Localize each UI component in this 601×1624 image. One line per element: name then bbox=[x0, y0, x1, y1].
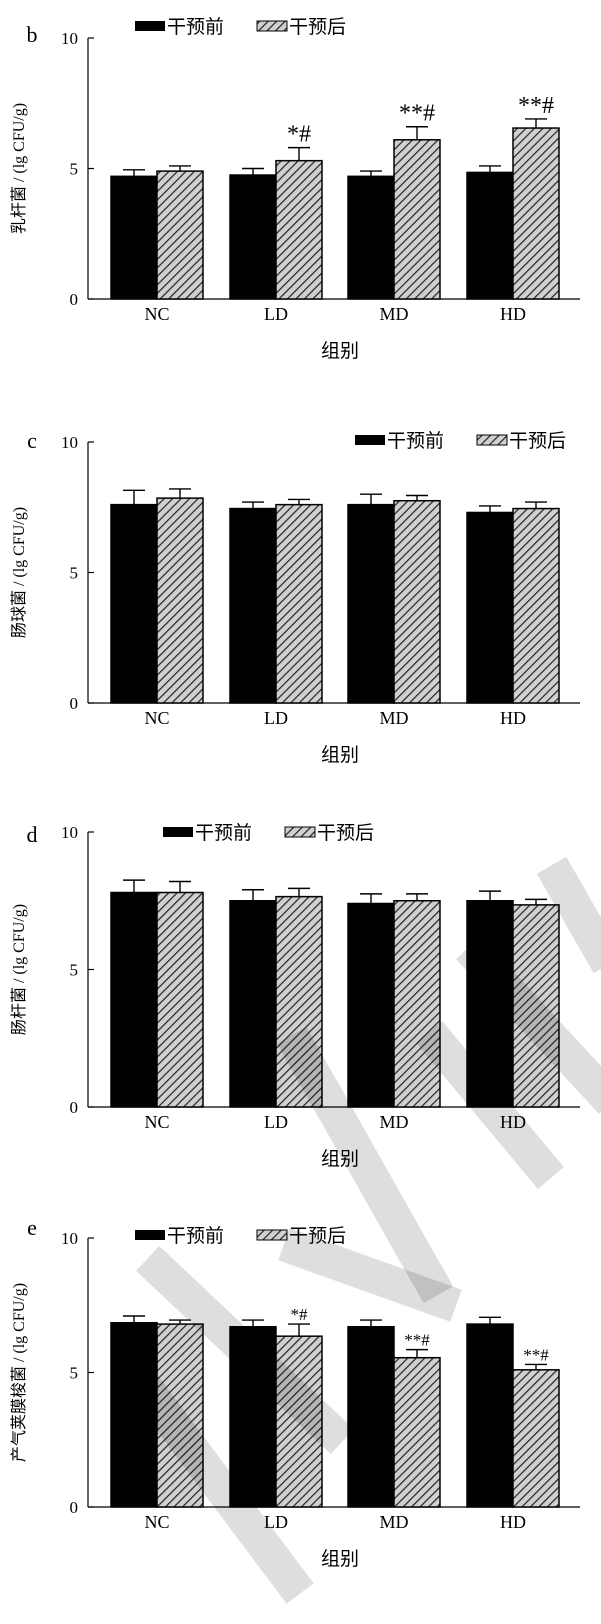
y-tick-label: 0 bbox=[70, 694, 79, 713]
x-tick-label: LD bbox=[264, 1112, 288, 1132]
y-tick-label: 5 bbox=[70, 564, 79, 583]
panel-letter: c bbox=[27, 428, 37, 453]
x-tick-label: LD bbox=[264, 1512, 288, 1532]
bar-before bbox=[347, 902, 395, 1108]
legend-swatch-before bbox=[355, 435, 385, 445]
bar-before bbox=[110, 175, 158, 300]
bar-after bbox=[156, 497, 204, 704]
legend-swatch-after bbox=[256, 1229, 288, 1241]
y-tick-label: 10 bbox=[61, 1229, 78, 1248]
bar-before bbox=[229, 507, 277, 704]
legend-label-before: 干预前 bbox=[167, 1225, 224, 1247]
bar-after bbox=[512, 904, 560, 1108]
bar-after bbox=[393, 900, 441, 1108]
legend-swatch-after bbox=[284, 826, 316, 838]
significance-label: **# bbox=[404, 1331, 430, 1350]
legend-swatch-before bbox=[135, 21, 165, 31]
bar-before bbox=[347, 175, 395, 300]
bar-before bbox=[347, 1326, 395, 1508]
x-tick-label: MD bbox=[379, 1512, 408, 1532]
panel-letter: d bbox=[27, 822, 38, 847]
y-axis-label: 肠球菌 / (lg CFU/g) bbox=[10, 507, 28, 638]
x-tick-label: NC bbox=[144, 708, 169, 728]
y-axis-label: 乳杆菌 / (lg CFU/g) bbox=[10, 103, 28, 234]
bar-before bbox=[110, 503, 158, 704]
y-tick-label: 5 bbox=[70, 961, 79, 980]
bar-before bbox=[110, 1321, 158, 1508]
y-tick-label: 10 bbox=[61, 433, 78, 452]
x-axis-label: 组别 bbox=[321, 744, 359, 766]
y-tick-label: 0 bbox=[70, 1498, 79, 1517]
x-tick-label: MD bbox=[379, 1112, 408, 1132]
bar-after bbox=[156, 170, 204, 300]
legend-label-after: 干预后 bbox=[289, 1225, 346, 1247]
bar-after bbox=[512, 507, 560, 704]
y-axis-label: 产气荚膜梭菌 / (lg CFU/g) bbox=[10, 1283, 28, 1462]
bar-after bbox=[156, 1323, 204, 1508]
x-tick-label: HD bbox=[500, 304, 526, 324]
x-axis-label: 组别 bbox=[321, 340, 359, 362]
significance-label: *# bbox=[291, 1305, 309, 1324]
x-tick-label: MD bbox=[379, 304, 408, 324]
y-axis-label: 肠杆菌 / (lg CFU/g) bbox=[10, 904, 28, 1035]
chart-panel-c: c 0 5 10 肠球菌 / (lg CFU/g) NC LD MD HD 组别 干预前 干预后 bbox=[10, 428, 580, 766]
legend-swatch-before bbox=[135, 1230, 165, 1240]
bar-before bbox=[466, 1323, 514, 1508]
y-tick-label: 10 bbox=[61, 29, 78, 48]
x-tick-label: MD bbox=[379, 708, 408, 728]
bar-after bbox=[512, 127, 560, 300]
legend-label-before: 干预前 bbox=[167, 16, 224, 38]
chart-panel-d: d 0 5 10 肠杆菌 / (lg CFU/g) NC LD MD HD 组别 干预前 干预后 bbox=[10, 822, 580, 1170]
x-tick-label: HD bbox=[500, 1112, 526, 1132]
x-axis-label: 组别 bbox=[321, 1548, 359, 1570]
panel-letter: b bbox=[27, 22, 38, 47]
bar-after bbox=[275, 895, 323, 1108]
x-tick-label: LD bbox=[264, 304, 288, 324]
bar-after bbox=[393, 499, 441, 704]
bar-after bbox=[156, 891, 204, 1108]
legend-label-before: 干预前 bbox=[387, 430, 444, 452]
legend-swatch-before bbox=[163, 827, 193, 837]
significance-label: **# bbox=[399, 101, 435, 127]
y-tick-label: 5 bbox=[70, 1364, 79, 1383]
x-axis-label: 组别 bbox=[321, 1148, 359, 1170]
bar-before bbox=[229, 900, 277, 1108]
significance-label: **# bbox=[523, 1345, 549, 1364]
legend-label-after: 干预后 bbox=[289, 16, 346, 38]
bar-after bbox=[275, 503, 323, 704]
legend-label-after: 干预后 bbox=[509, 430, 566, 452]
y-tick-label: 0 bbox=[70, 290, 79, 309]
bar-before bbox=[466, 171, 514, 300]
x-tick-label: HD bbox=[500, 1512, 526, 1532]
chart-panel-b: b 0 5 10 乳杆菌 / (lg CFU/g) NC *# LD **# MD **# HD 组别 干… bbox=[10, 16, 580, 362]
x-tick-label: NC bbox=[144, 304, 169, 324]
bar-before bbox=[229, 174, 277, 300]
bar-after bbox=[275, 159, 323, 300]
bar-after bbox=[393, 1356, 441, 1508]
bar-before bbox=[466, 900, 514, 1108]
legend-label-before: 干预前 bbox=[195, 822, 252, 844]
bar-before bbox=[347, 503, 395, 704]
x-tick-label: NC bbox=[144, 1112, 169, 1132]
bar-before bbox=[229, 1326, 277, 1508]
bar-after bbox=[512, 1369, 560, 1508]
significance-label: *# bbox=[287, 122, 311, 148]
chart-panel-e: e 0 5 10 产气荚膜梭菌 / (lg CFU/g) NC *# LD **# MD **# HD… bbox=[10, 1215, 580, 1570]
bar-before bbox=[110, 891, 158, 1108]
significance-label: **# bbox=[518, 93, 554, 119]
panel-letter: e bbox=[27, 1215, 37, 1240]
y-tick-label: 0 bbox=[70, 1098, 79, 1117]
x-tick-label: LD bbox=[264, 708, 288, 728]
bar-before bbox=[466, 511, 514, 704]
y-tick-label: 5 bbox=[70, 160, 79, 179]
legend-swatch-after bbox=[476, 434, 508, 446]
x-tick-label: NC bbox=[144, 1512, 169, 1532]
legend-label-after: 干预后 bbox=[317, 822, 374, 844]
bar-after bbox=[275, 1335, 323, 1508]
bar-after bbox=[393, 139, 441, 300]
legend-swatch-after bbox=[256, 20, 288, 32]
y-tick-label: 10 bbox=[61, 823, 78, 842]
x-tick-label: HD bbox=[500, 708, 526, 728]
